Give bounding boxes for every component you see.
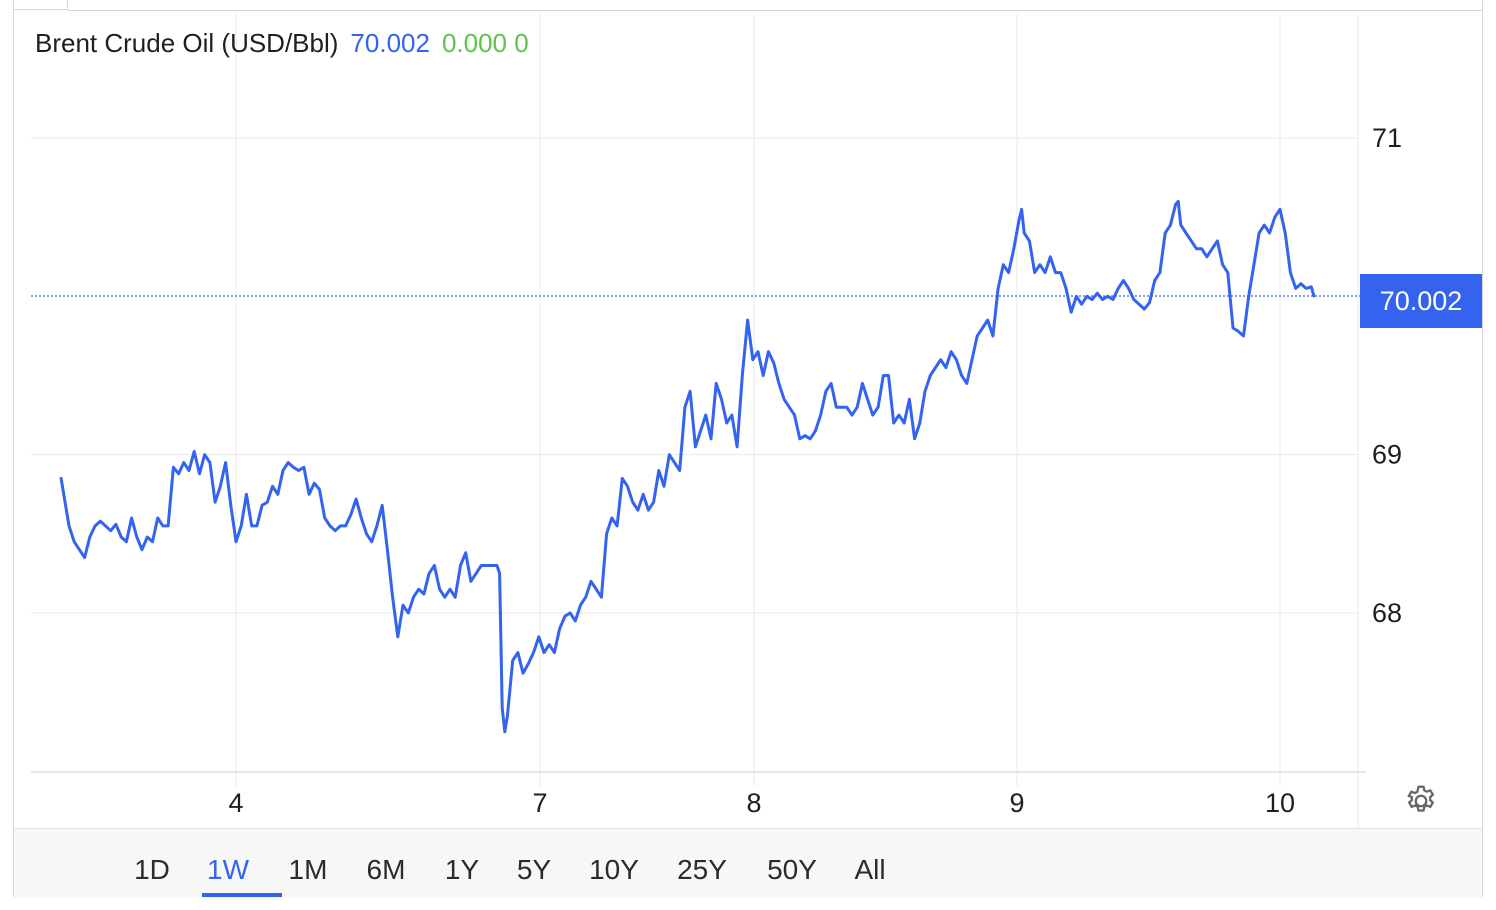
chart-panel	[13, 0, 1483, 898]
chart-title: Brent Crude Oil (USD/Bbl)	[35, 27, 339, 58]
y-tick-label: 68	[1372, 598, 1402, 628]
range-active-indicator	[202, 893, 282, 897]
range-option-5y[interactable]: 5Y	[516, 854, 552, 885]
range-option-1m[interactable]: 1M	[288, 854, 328, 885]
range-option-6m[interactable]: 6M	[366, 854, 406, 885]
x-tick-label: 4	[228, 788, 243, 818]
x-tick-label: 8	[746, 788, 761, 818]
axes: 4 7 8 9 10 68 69 71	[31, 14, 1402, 828]
range-option-50y[interactable]: 50Y	[767, 854, 817, 885]
change-value: 0.000 0	[441, 27, 529, 58]
current-price-tag: 70.002	[1360, 274, 1482, 328]
tab-divider	[14, 0, 68, 10]
gear-icon[interactable]	[1403, 783, 1439, 819]
chart-header: Brent Crude Oil (USD/Bbl) 70.002 0.000 0	[35, 26, 529, 60]
y-tick-label: 69	[1372, 440, 1402, 470]
range-option-1y[interactable]: 1Y	[444, 854, 480, 885]
x-tick-label: 7	[532, 788, 547, 818]
range-option-1w[interactable]: 1W	[207, 854, 249, 885]
x-tick-label: 10	[1265, 788, 1295, 818]
range-option-10y[interactable]: 10Y	[589, 854, 639, 885]
range-option-1d[interactable]: 1D	[134, 854, 170, 885]
grid-lines	[31, 14, 1358, 786]
range-option-all[interactable]: All	[854, 854, 886, 885]
x-tick-label: 9	[1009, 788, 1024, 818]
series-layer	[31, 199, 1360, 734]
last-value: 70.002	[350, 27, 430, 58]
y-tick-label: 71	[1372, 123, 1402, 153]
range-selector: 1D 1W 1M 6M 1Y 5Y 10Y 25Y 50Y All	[14, 828, 1482, 898]
top-divider	[68, 10, 1482, 11]
range-option-25y[interactable]: 25Y	[677, 854, 727, 885]
price-series-line	[59, 199, 1316, 734]
